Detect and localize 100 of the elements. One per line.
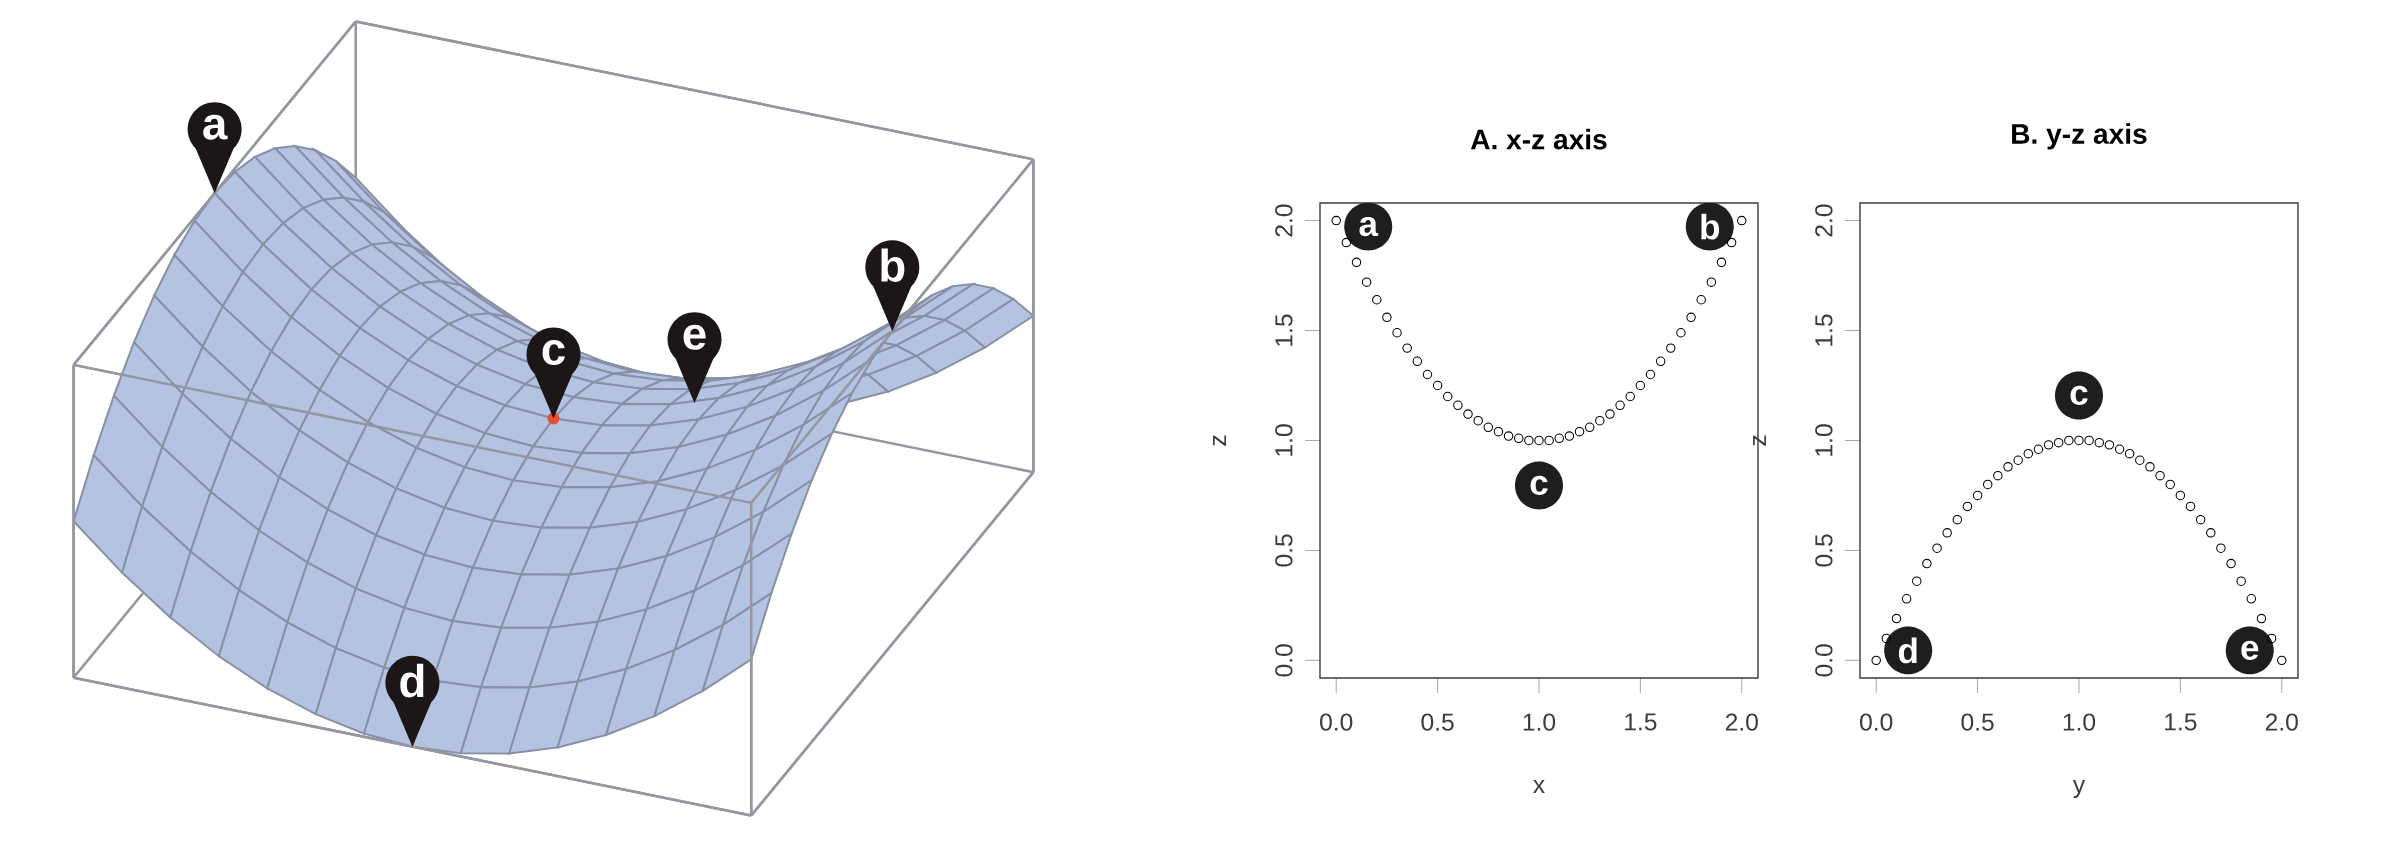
point bbox=[1382, 312, 1392, 323]
point bbox=[1972, 490, 1983, 501]
point bbox=[1493, 426, 1504, 437]
chart-title: B. y-z axis bbox=[2012, 123, 2147, 150]
point bbox=[2135, 455, 2145, 466]
point bbox=[1686, 312, 1696, 323]
annotation: e bbox=[2241, 640, 2259, 660]
point bbox=[1463, 409, 1473, 419]
point bbox=[1726, 237, 1737, 248]
x-tick-label: 0.0 bbox=[1320, 713, 1353, 731]
point bbox=[1574, 426, 1585, 437]
point bbox=[1635, 380, 1646, 391]
point bbox=[1595, 415, 1605, 426]
point bbox=[1473, 415, 1483, 426]
point bbox=[1881, 633, 1892, 644]
point bbox=[2023, 448, 2034, 459]
point bbox=[1645, 369, 1656, 380]
point bbox=[1564, 431, 1575, 441]
point bbox=[1534, 435, 1544, 446]
point bbox=[1392, 328, 1402, 338]
point bbox=[1932, 543, 1942, 553]
point bbox=[1361, 277, 1372, 287]
point bbox=[1625, 391, 1635, 402]
point bbox=[1982, 479, 1993, 490]
point bbox=[1351, 257, 1362, 268]
point bbox=[2003, 462, 2013, 472]
point bbox=[2185, 501, 2196, 512]
point bbox=[2256, 613, 2267, 624]
point bbox=[1737, 215, 1747, 226]
point bbox=[1962, 501, 1973, 512]
x-tick-label: 1.5 bbox=[2165, 713, 2197, 731]
y-tick-label: 0.0 bbox=[1815, 644, 1833, 677]
point bbox=[2206, 528, 2216, 538]
point bbox=[1513, 433, 1524, 444]
text: c bbox=[542, 340, 565, 366]
point bbox=[1544, 435, 1554, 446]
point bbox=[1483, 422, 1494, 433]
x-tick-label: 1.5 bbox=[1625, 713, 1657, 731]
point bbox=[1412, 356, 1423, 367]
point bbox=[2226, 558, 2236, 569]
point bbox=[1993, 470, 2003, 481]
y-tick-label: 1.5 bbox=[1815, 314, 1833, 346]
point bbox=[2013, 455, 2023, 466]
y-tick-label: 1.5 bbox=[1275, 314, 1293, 346]
point bbox=[1331, 215, 1341, 226]
point bbox=[1696, 295, 1706, 305]
point bbox=[1422, 369, 1433, 380]
point bbox=[2094, 437, 2104, 448]
point bbox=[2195, 514, 2206, 525]
point bbox=[1871, 655, 1881, 666]
point bbox=[1554, 433, 1565, 444]
annotation: c bbox=[2070, 385, 2088, 406]
point bbox=[1666, 343, 1676, 353]
point bbox=[1912, 576, 1922, 586]
y-tick-label: 2.0 bbox=[1275, 204, 1293, 237]
y-tick-label: 0.5 bbox=[1815, 534, 1833, 567]
point bbox=[2276, 655, 2287, 666]
x-tick-label: 0.0 bbox=[1860, 713, 1893, 731]
point bbox=[2165, 479, 2175, 490]
point bbox=[2175, 490, 2186, 501]
point bbox=[2155, 470, 2165, 481]
point bbox=[1584, 422, 1595, 433]
chart-title: A. x-z axis bbox=[1470, 128, 1607, 150]
point bbox=[1901, 594, 1912, 604]
text: d bbox=[400, 663, 424, 698]
point bbox=[2124, 448, 2135, 459]
x-axis-title: x bbox=[1533, 779, 1545, 793]
point bbox=[1655, 356, 1666, 367]
point bbox=[1341, 237, 1352, 248]
y-tick-label: 2.0 bbox=[1815, 204, 1833, 237]
point bbox=[1453, 400, 1463, 411]
x-axis-title: y bbox=[2072, 779, 2086, 799]
point bbox=[1706, 277, 1717, 287]
point bbox=[1524, 435, 1534, 446]
annotation: c bbox=[1530, 475, 1548, 496]
point bbox=[1503, 431, 1514, 441]
text: b bbox=[881, 248, 905, 282]
point bbox=[2266, 633, 2277, 644]
point bbox=[1442, 391, 1453, 402]
point bbox=[1615, 400, 1625, 411]
y-tick-label: 0.5 bbox=[1275, 534, 1293, 567]
x-tick-label: 0.5 bbox=[1961, 713, 1994, 731]
annotation: b bbox=[1701, 213, 1720, 240]
point bbox=[2084, 435, 2094, 446]
point bbox=[1605, 409, 1615, 419]
point bbox=[2074, 435, 2084, 446]
point bbox=[2145, 462, 2155, 472]
annotation: a bbox=[1359, 216, 1379, 237]
x-tick-label: 2.0 bbox=[1725, 713, 1758, 731]
point bbox=[1942, 528, 1952, 538]
point bbox=[1676, 328, 1686, 338]
point bbox=[2053, 437, 2064, 448]
x-tick-label: 0.5 bbox=[1421, 713, 1454, 731]
point bbox=[2236, 576, 2246, 586]
point bbox=[2216, 543, 2226, 553]
y-tick-label: 1.0 bbox=[1815, 424, 1833, 456]
point bbox=[2246, 594, 2257, 604]
text: a bbox=[203, 114, 228, 140]
point bbox=[2104, 440, 2115, 450]
point bbox=[1432, 380, 1443, 391]
